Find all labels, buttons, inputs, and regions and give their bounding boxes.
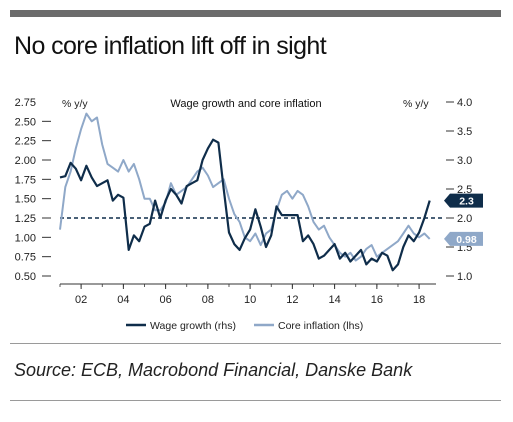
axes: 0.50 0.75 1.00 1.25 1.50 1.75 2.00 2.25 2.50 2.75… bbox=[15, 97, 473, 306]
left-tick-label: 1.00 bbox=[15, 232, 36, 244]
left-tick-label: 2.50 bbox=[15, 116, 36, 128]
right-tick-label: 2.0 bbox=[457, 213, 472, 225]
left-tick-label: 1.50 bbox=[15, 194, 36, 206]
left-axis-unit: % y/y bbox=[62, 98, 88, 110]
x-tick-label: 14 bbox=[328, 294, 340, 306]
right-tick-label: 2.5 bbox=[457, 184, 472, 196]
divider bbox=[10, 343, 501, 344]
x-tick-label: 16 bbox=[371, 294, 383, 306]
right-tick-label: 3.5 bbox=[457, 126, 472, 138]
series-line-wage-growth bbox=[59, 138, 431, 272]
left-tick-label: 2.00 bbox=[15, 155, 36, 167]
left-tick-label: 0.75 bbox=[15, 252, 36, 264]
left-tick-label: 2.75 bbox=[15, 97, 36, 109]
end-label-core-inflation: 0.98 bbox=[456, 234, 477, 246]
legend-label-wage: Wage growth (rhs) bbox=[150, 320, 236, 332]
right-tick-label: 4.0 bbox=[457, 97, 472, 109]
page-title: No core inflation lift off in sight bbox=[14, 32, 327, 60]
right-tick-label: 3.0 bbox=[457, 155, 472, 167]
right-tick-label: 1.0 bbox=[457, 271, 472, 283]
end-label-badge-core-inflation bbox=[444, 231, 483, 246]
chart: Wage growth and core inflation % y/y % y… bbox=[15, 97, 483, 332]
x-tick-label: 10 bbox=[244, 294, 256, 306]
chart-title: Wage growth and core inflation bbox=[170, 98, 321, 110]
x-tick-label: 04 bbox=[117, 294, 129, 306]
legend: Wage growth (rhs) Core inflation (lhs) bbox=[126, 320, 363, 332]
left-tick-label: 1.25 bbox=[15, 213, 36, 225]
left-tick-label: 1.75 bbox=[15, 174, 36, 186]
right-axis-unit: % y/y bbox=[403, 98, 429, 110]
plot-area: 2.3 0.98 bbox=[59, 112, 483, 272]
source-note: Source: ECB, Macrobond Financial, Danske… bbox=[14, 360, 413, 380]
x-tick-label: 08 bbox=[202, 294, 214, 306]
left-tick-label: 2.25 bbox=[15, 136, 36, 148]
end-label-wage-growth: 2.3 bbox=[459, 196, 474, 208]
x-tick-label: 12 bbox=[286, 294, 298, 306]
header-rule bbox=[10, 10, 501, 17]
end-label-badge-wage-growth bbox=[444, 193, 483, 208]
x-tick-label: 02 bbox=[75, 294, 87, 306]
footer-rule bbox=[10, 400, 501, 401]
x-tick-label: 18 bbox=[413, 294, 425, 306]
left-tick-label: 0.50 bbox=[15, 271, 36, 283]
x-tick-label: 06 bbox=[159, 294, 171, 306]
legend-label-core: Core inflation (lhs) bbox=[278, 320, 363, 332]
